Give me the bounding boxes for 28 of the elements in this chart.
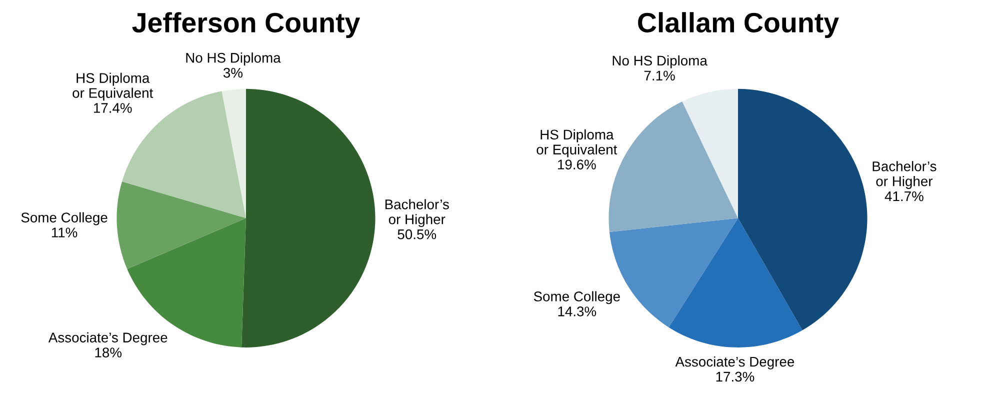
slice-label: HS Diploma or Equivalent xyxy=(72,72,154,101)
data-label: 3% xyxy=(223,68,243,78)
data-label: 7.1% xyxy=(644,70,675,80)
slice-label: Some College xyxy=(21,212,108,226)
data-label: 17.4% xyxy=(94,103,132,113)
pie-slice xyxy=(738,88,868,330)
data-label: 18% xyxy=(95,348,122,358)
pie-slice xyxy=(682,88,738,218)
data-label: 11% xyxy=(52,228,78,238)
slice-label: Associate’s Degree xyxy=(48,332,168,346)
slice-label: No HS Diploma xyxy=(612,55,708,68)
pie-slice xyxy=(242,88,376,348)
slice-label: No HS Diploma xyxy=(186,52,281,66)
slice-label: Bachelor’s or Higher xyxy=(872,161,936,189)
pie-slice xyxy=(116,181,246,269)
slice-label: Some College xyxy=(534,291,620,304)
data-label: 14.3% xyxy=(558,306,596,316)
pie-slice xyxy=(668,218,802,348)
slice-label: Bachelor’s or Higher xyxy=(385,199,449,228)
data-label: 19.6% xyxy=(558,160,596,170)
data-label: 17.3% xyxy=(716,372,754,382)
pie-slice xyxy=(222,88,246,218)
data-label: 41.7% xyxy=(884,191,924,202)
chart-title: Jefferson County xyxy=(132,12,360,38)
slice-label: Associate’s Degree xyxy=(675,356,794,370)
chart-title: Clallam County xyxy=(638,12,839,38)
slice-label: HS Diploma or Equivalent xyxy=(536,129,618,158)
data-label: 50.5% xyxy=(398,229,436,240)
